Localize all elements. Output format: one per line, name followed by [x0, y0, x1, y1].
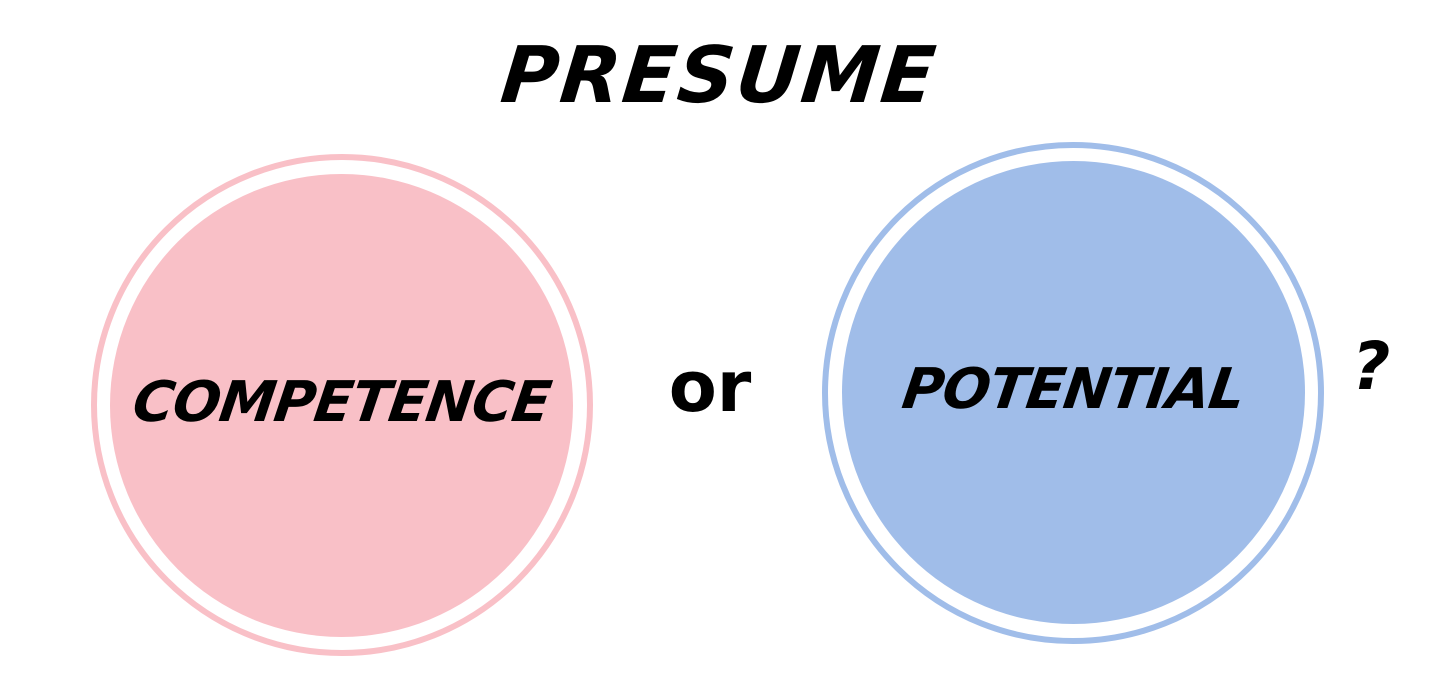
or-connector: or — [668, 346, 752, 428]
competence-circle — [110, 174, 573, 637]
potential-circle — [842, 161, 1305, 624]
question-mark: ? — [1352, 328, 1391, 405]
competence-label: COMPETENCE — [128, 370, 555, 435]
title-presume: PRESUME — [496, 31, 942, 121]
potential-label: POTENTIAL — [898, 357, 1249, 422]
